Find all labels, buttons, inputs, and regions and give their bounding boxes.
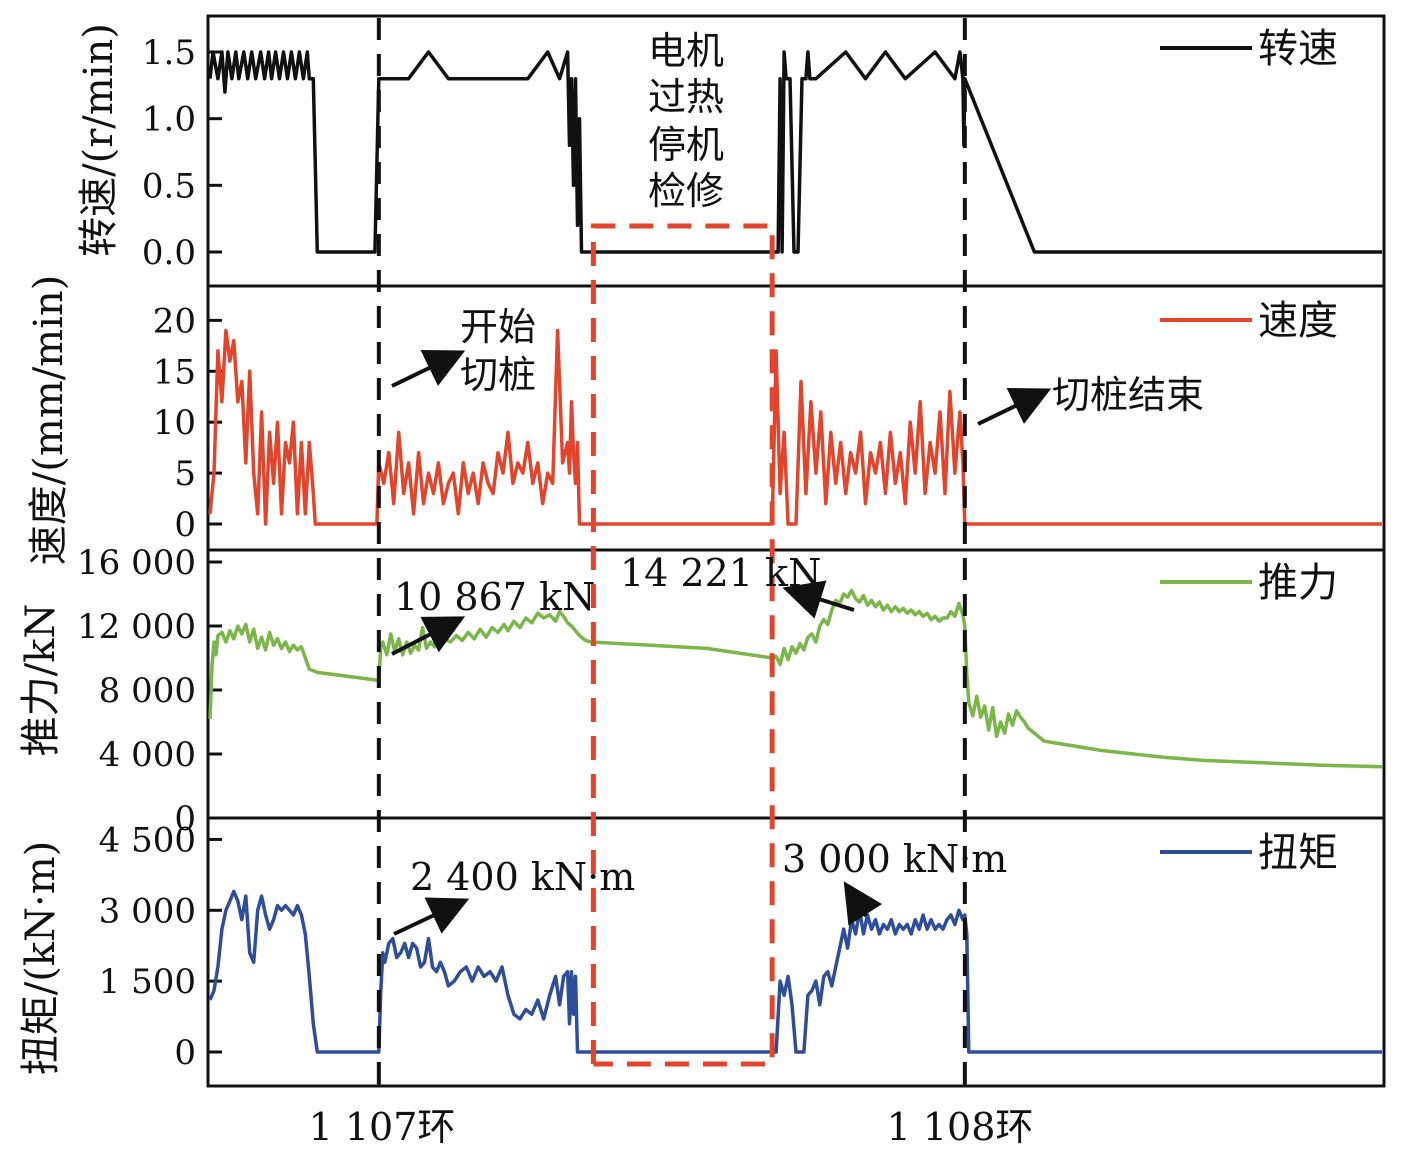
annotation-thrust-a: 10 867 kN — [394, 575, 595, 619]
overheat-shutdown-box — [590, 223, 775, 1067]
legend-label: 速度 — [1258, 298, 1338, 344]
panels: 0.0 0.5 1.0 1.5 0 5 10 15 20 0 4 000 8 000 12 000 16 … — [77, 33, 1383, 1073]
y-tick-label: 8 000 — [99, 671, 196, 711]
legend-label: 扭矩 — [1258, 830, 1338, 876]
annotation-end-cut: 切桩结束 — [1052, 373, 1204, 417]
marker-lines — [376, 18, 1386, 1086]
y-tick-label: 12 000 — [77, 607, 196, 647]
x-tick-label: 1 107环 — [309, 1105, 456, 1149]
y-tick-label: 0 — [174, 799, 196, 839]
annotation-overheat-4: 检修 — [648, 169, 724, 213]
y-axis-label: 推力/kN — [18, 604, 64, 757]
y-tick-label: 1 500 — [99, 962, 196, 1002]
y-tick-label: 4 500 — [99, 820, 196, 860]
annotation-torque-a: 2 400 kN·m — [410, 855, 635, 899]
arrow-start-cut — [391, 349, 466, 388]
y-tick-label: 3 000 — [99, 891, 196, 931]
legend-velocity: 速度 — [1160, 298, 1338, 344]
y-axis-label: 转速/(r/min) — [76, 23, 122, 257]
arrow-thrust-b — [782, 580, 855, 619]
annotation-overheat-1: 电机 — [648, 29, 724, 73]
series-line — [208, 588, 1383, 769]
annotation-torque-b: 3 000 kN·m — [782, 837, 1007, 881]
y-tick-label: 0 — [174, 505, 196, 545]
y-tick-label: 0 — [174, 1033, 196, 1073]
y-tick-label: 15 — [153, 352, 196, 392]
y-axis-label: 速度/(mm/min) — [26, 275, 72, 566]
series-line — [208, 889, 1382, 1054]
x-tick-label: 1 108环 — [887, 1105, 1034, 1149]
annotation-start-cut-1: 开始 — [460, 305, 536, 349]
legend-torque: 扭矩 — [1160, 830, 1338, 876]
y-axis-label: 扭矩/(kN·m) — [18, 841, 64, 1076]
arrow-torque-b — [843, 881, 883, 926]
legend-label: 推力 — [1258, 560, 1338, 606]
y-tick-label: 10 — [153, 403, 196, 443]
y-tick-label: 16 000 — [77, 543, 196, 583]
annotation-overheat-2: 过热 — [648, 75, 724, 119]
legend-speed: 转速 — [1160, 26, 1338, 72]
legend-thrust: 推力 — [1160, 560, 1338, 606]
y-tick-label: 1.5 — [142, 33, 196, 73]
arrow-torque-a — [393, 897, 470, 936]
y-tick-label: 0.0 — [142, 233, 196, 273]
arrow-thrust-a — [391, 616, 466, 656]
series-line — [208, 50, 1382, 254]
series-line — [208, 328, 1382, 526]
legend-label: 转速 — [1258, 26, 1338, 72]
y-tick-label: 4 000 — [99, 735, 196, 775]
y-tick-label: 0.5 — [142, 166, 196, 206]
arrow-end-cut — [977, 387, 1052, 426]
y-tick-label: 5 — [174, 454, 196, 494]
annotation-overheat-3: 停机 — [648, 123, 724, 167]
y-tick-label: 20 — [153, 301, 196, 341]
y-tick-label: 1.0 — [142, 100, 196, 140]
annotation-start-cut-2: 切桩 — [460, 353, 536, 397]
